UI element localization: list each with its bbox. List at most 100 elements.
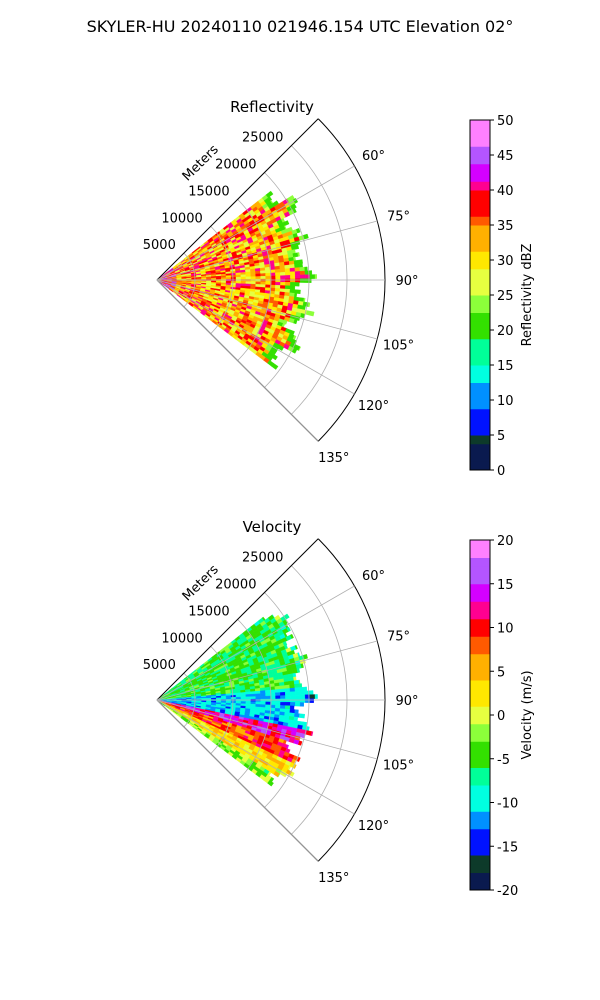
- radar-gate: [260, 693, 266, 697]
- radar-gate: [300, 663, 304, 669]
- colorbar-tick-label: 5: [497, 665, 505, 680]
- radar-gate: [282, 319, 288, 325]
- radar-gate: [310, 731, 314, 737]
- radar-gate: [280, 698, 286, 703]
- range-tick-label: 5000: [143, 238, 176, 253]
- colorbar-tick-label: 15: [497, 359, 514, 374]
- azimuth-tick-label: 75°: [387, 629, 410, 644]
- reflectivity-colorbar: 0 5 10 15 20 25 30 35 40 45 50: [469, 114, 514, 479]
- radar-gate: [275, 365, 279, 370]
- colorbar-step: [470, 225, 490, 235]
- radar-gate: [255, 698, 261, 703]
- colorbar-tick-label: 50: [497, 114, 514, 129]
- range-tick-label: 20000: [215, 158, 256, 173]
- radar-gate: [289, 267, 296, 273]
- reflectivity-range-tick-labels: 5000 10000 15000 20000 25000: [143, 131, 284, 253]
- colorbar-tick-label: 0: [497, 464, 505, 479]
- colorbar-step: [470, 233, 490, 243]
- radar-gate: [265, 275, 271, 280]
- radar-gate: [279, 285, 286, 290]
- radar-gate: [303, 233, 309, 240]
- radar-gate: [255, 696, 261, 700]
- reflectivity-polar-grid: [156, 118, 386, 442]
- radar-gate: [265, 272, 271, 277]
- colorbar-step: [470, 417, 490, 427]
- radar-gate: [265, 284, 271, 289]
- colorbar-tick-label: -5: [497, 753, 510, 768]
- radar-gate: [289, 705, 295, 710]
- colorbar-step: [470, 303, 490, 313]
- velocity-polar-grid: [156, 538, 386, 862]
- radar-gate: [299, 263, 303, 268]
- azimuth-tick-label: 120°: [358, 819, 389, 834]
- azimuth-spoke: [156, 165, 355, 281]
- azimuth-tick-label: 90°: [395, 274, 418, 289]
- colorbar-step: [470, 426, 490, 436]
- radar-gate: [279, 685, 286, 690]
- colorbar-step: [470, 391, 490, 401]
- colorbar-step: [470, 680, 490, 690]
- colorbar-step: [470, 155, 490, 165]
- radar-gate: [271, 354, 278, 361]
- colorbar-tick-label: 20: [497, 324, 514, 339]
- colorbar-tick-label: 40: [497, 184, 514, 199]
- colorbar-step: [470, 872, 490, 882]
- colorbar-step: [470, 688, 490, 698]
- radar-gate: [289, 285, 296, 290]
- radar-gate: [286, 626, 291, 632]
- radar-gate: [265, 689, 271, 694]
- radar-gate: [292, 252, 299, 258]
- colorbar-step: [470, 636, 490, 646]
- colorbar-tick-label: 35: [497, 219, 514, 234]
- colorbar-tick-label: 30: [497, 254, 514, 269]
- radar-gate: [255, 278, 261, 283]
- colorbar-step: [470, 181, 490, 191]
- colorbar-step: [470, 198, 490, 208]
- velocity-title: Velocity: [243, 518, 302, 536]
- radar-gate: [245, 281, 251, 285]
- colorbar-step: [470, 627, 490, 637]
- radar-gate: [298, 346, 301, 352]
- radar-gate: [299, 702, 305, 707]
- colorbar-step: [470, 758, 490, 768]
- radar-gate: [297, 252, 300, 257]
- azimuth-spoke: [156, 279, 355, 395]
- colorbar-step: [470, 408, 490, 418]
- radar-gate: [290, 274, 296, 279]
- colorbar-step: [470, 662, 490, 672]
- radar-gate: [293, 256, 296, 261]
- radar-gate: [299, 698, 306, 703]
- colorbar-step: [470, 645, 490, 655]
- radar-gate: [267, 780, 274, 787]
- radar-gate: [304, 686, 308, 692]
- radar-gate: [284, 285, 291, 290]
- radar-gate: [265, 281, 271, 286]
- colorbar-step: [470, 767, 490, 777]
- radar-gate: [282, 619, 288, 626]
- colorbar-step: [470, 697, 490, 707]
- radar-gate: [293, 764, 297, 769]
- radar-gate: [294, 709, 299, 714]
- radar-gate: [279, 705, 286, 710]
- colorbar-step: [470, 855, 490, 865]
- radar-gate: [309, 698, 314, 703]
- radar-gate: [284, 271, 291, 276]
- colorbar-step: [470, 715, 490, 725]
- radar-gate: [280, 278, 286, 283]
- colorbar-step: [470, 295, 490, 305]
- colorbar-step: [470, 583, 490, 593]
- range-tick-label: 25000: [242, 131, 283, 146]
- colorbar-step: [470, 793, 490, 803]
- azimuth-tick-label: 135°: [318, 871, 349, 886]
- azimuth-spoke: [156, 220, 378, 281]
- radar-gate: [260, 270, 266, 274]
- radar-gate: [284, 268, 291, 273]
- range-tick-label: 10000: [161, 631, 202, 646]
- azimuth-spoke: [156, 699, 355, 815]
- radar-gate: [291, 249, 296, 254]
- radar-gate: [299, 274, 306, 279]
- range-tick-label: 25000: [242, 551, 283, 566]
- radar-gate: [290, 282, 296, 287]
- radar-gate: [265, 269, 271, 274]
- radar-gate: [314, 274, 318, 279]
